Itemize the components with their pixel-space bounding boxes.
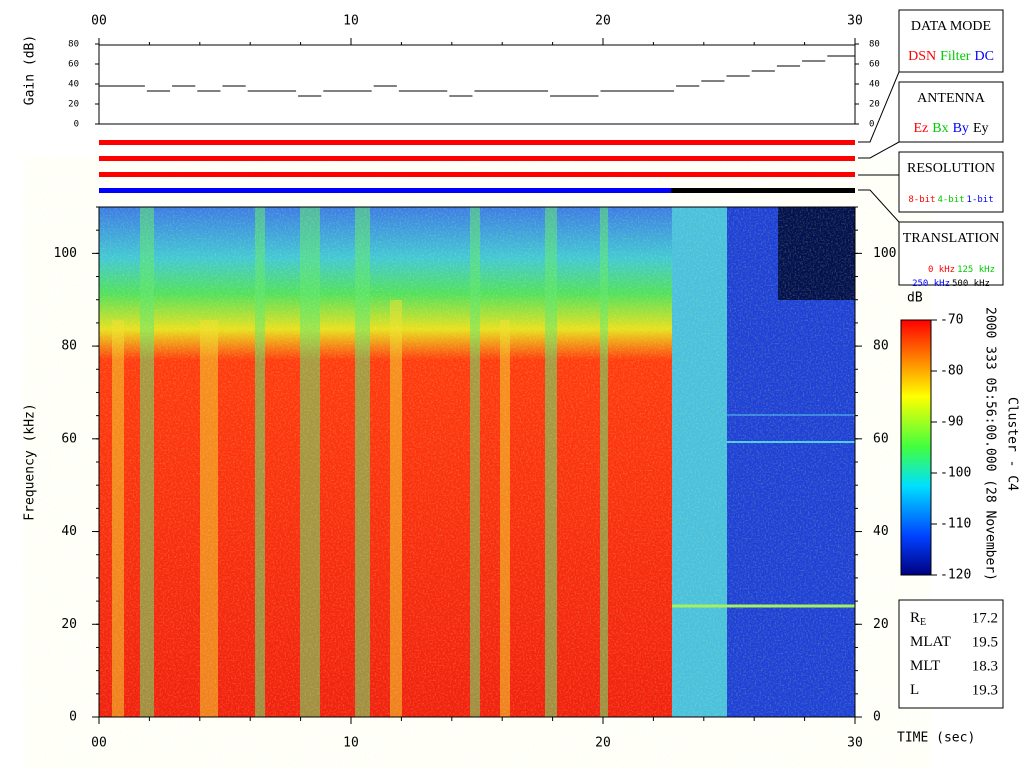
info-label: MLT [910,658,940,674]
spectrogram-image [99,207,855,717]
y-tick-label: 40 [68,80,79,90]
panel-item: 4-bit [937,195,964,205]
info-subscript: E [920,617,926,628]
y-tick-label: 0 [873,710,881,725]
info-label-text: L [910,682,919,698]
gain-frame [98,44,856,125]
y-tick-label: 20 [68,100,79,110]
time-label: TIME (sec) [897,731,975,746]
x-tick-label: 10 [343,14,359,29]
connectors [858,71,900,223]
info-label: MLAT [910,634,951,650]
info-label: RE [910,610,926,628]
x-tick-label: 10 [343,736,359,751]
colorbar-tick-label: -80 [940,364,963,379]
y-tick-label: 20 [873,617,889,632]
info-label-text: MLT [910,658,940,674]
freq-label: Frequency (kHz) [23,403,38,520]
panel-row: 8-bit 4-bit 1-bit [908,195,993,205]
panel-item: 250 kHz [912,279,950,289]
colorbar-tick-label: -100 [940,466,971,481]
x-tick-label: 30 [847,14,863,29]
status-bar [99,188,672,193]
panel-item: 125 kHz [957,265,995,275]
date-text: 2000 333 05:56:00.000 (28 November) [983,307,998,581]
colorbar-label: dB [907,291,923,306]
panel-item: 1-bit [967,195,994,205]
panel-item: Ey [973,121,989,136]
info-label-text: MLAT [910,634,951,650]
colorbar [900,319,932,576]
panel-item: Bx [932,121,948,136]
x-tick-label: 00 [91,736,107,751]
info-label: L [910,682,919,698]
y-tick-label: 0 [869,120,874,130]
colorbar-tick-label: -70 [940,313,963,328]
y-tick-label: 60 [61,431,77,446]
legend-panel [898,151,1004,213]
y-tick-label: 100 [873,246,896,261]
status-bar [99,140,855,145]
legend-panel [898,81,1004,143]
y-tick-label: 60 [869,60,880,70]
panel-title: RESOLUTION [907,161,995,176]
info-value: 19.5 [972,634,998,650]
y-tick-label: 40 [869,80,880,90]
x-tick-label: 20 [595,736,611,751]
y-tick-label: 80 [873,339,889,354]
panel-title: TRANSLATION [903,231,999,246]
panel-item: DSN [908,49,936,64]
panel-item: 8-bit [908,195,935,205]
y-tick-label: 80 [61,339,77,354]
y-tick-label: 60 [873,431,889,446]
x-tick-label: 00 [91,14,107,29]
x-tick-label: 20 [595,14,611,29]
y-tick-label: 40 [61,524,77,539]
y-tick-label: 20 [61,617,77,632]
gain-label: Gain (dB) [23,35,38,105]
info-value: 18.3 [972,658,998,674]
y-tick-label: 60 [68,60,79,70]
panel-title: DATA MODE [911,19,991,34]
colorbar-tick-label: -120 [940,568,971,583]
y-tick-label: 80 [68,40,79,50]
panel-row: Ez Bx By Ey [913,121,988,136]
colorbar-tick-label: -90 [940,415,963,430]
panel-item: DC [974,49,993,64]
panel-row: DSN Filter DC [908,49,994,64]
y-tick-label: 100 [54,246,77,261]
status-bar [99,172,855,177]
panel-row: 250 kHz 500 kHz [912,279,990,289]
spacecraft-text: Cluster - C4 [1005,397,1020,491]
info-box [898,599,1004,709]
status-bar [99,156,855,161]
y-tick-label: 0 [74,120,79,130]
info-value: 17.2 [972,610,998,626]
y-tick-label: 0 [69,710,77,725]
info-value: 19.3 [972,682,998,698]
panel-item: Filter [940,49,971,64]
y-tick-label: 80 [869,40,880,50]
panel-title: ANTENNA [917,91,986,106]
status-bar [671,188,855,193]
legend-panel [898,9,1004,73]
panel-item: By [953,121,969,136]
info-label-text: R [910,610,920,626]
panel-item: 500 kHz [952,279,990,289]
panel-item: Ez [913,121,928,136]
panel-row: 0 kHz 125 kHz [928,265,995,275]
y-tick-label: 20 [869,100,880,110]
x-tick-label: 30 [847,736,863,751]
panel-item: 0 kHz [928,265,955,275]
colorbar-tick-label: -110 [940,517,971,532]
legend-panel [898,221,1004,286]
y-tick-label: 40 [873,524,889,539]
